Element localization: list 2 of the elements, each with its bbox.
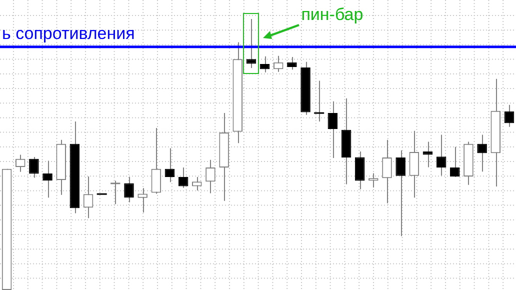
- ref-line-label: ь сопротивления: [2, 24, 135, 44]
- annotation: пин-бар: [301, 5, 364, 25]
